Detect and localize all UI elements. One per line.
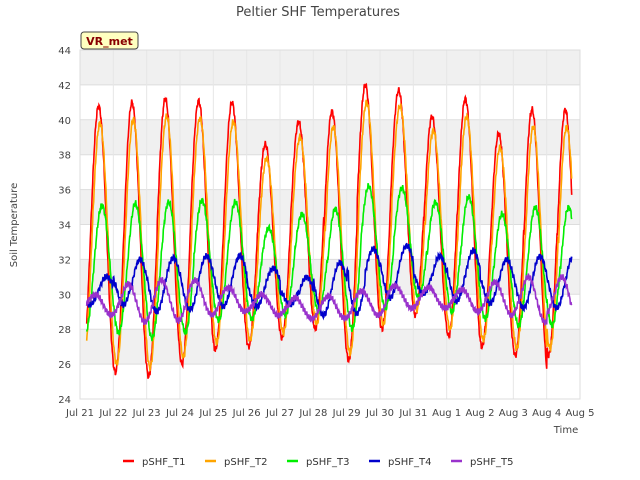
- series-lines: [85, 82, 573, 379]
- series-line-pSHF_T1: [85, 82, 573, 379]
- y-tick-label: 24: [58, 395, 71, 406]
- y-tick-label: 42: [58, 81, 71, 92]
- x-tick-label: Aug 3: [499, 408, 528, 419]
- x-tick-label: Aug 2: [465, 408, 494, 419]
- legend: pSHF_T1 pSHF_T2 pSHF_T3 pSHF_T4 pSHF_T5: [123, 457, 513, 468]
- legend-label-pSHF_T1: pSHF_T1: [142, 457, 185, 468]
- series-line-pSHF_T2: [85, 99, 573, 372]
- legend-label-pSHF_T5: pSHF_T5: [470, 457, 513, 468]
- plot-band: [80, 329, 580, 365]
- series-line-pSHF_T4: [85, 242, 573, 321]
- x-tick-label: Jul 21: [65, 408, 94, 419]
- legend-label-pSHF_T2: pSHF_T2: [224, 457, 267, 468]
- legend-label-pSHF_T4: pSHF_T4: [388, 457, 431, 468]
- y-tick-label: 34: [58, 221, 71, 232]
- x-tick-label: Jul 23: [132, 408, 161, 419]
- legend-label-pSHF_T3: pSHF_T3: [306, 457, 349, 468]
- y-tick-label: 32: [58, 255, 71, 266]
- axes: 24 26 28 30 32 34 36 38 40 42 44 Jul 21 Jul 22 Jul 23…: [58, 46, 594, 419]
- x-tick-label: Jul 25: [198, 408, 227, 419]
- x-tick-label: Jul 29: [332, 408, 361, 419]
- series-line-pSHF_T3: [85, 183, 573, 342]
- x-tick-label: Aug 1: [432, 408, 461, 419]
- plot-band: [80, 50, 580, 85]
- x-tick-label: Jul 27: [265, 408, 294, 419]
- x-tick-label: Jul 31: [398, 408, 427, 419]
- y-tick-label: 36: [58, 186, 71, 197]
- x-tick-label: Jul 26: [232, 408, 261, 419]
- y-tick-label: 44: [58, 46, 71, 57]
- y-tick-label: 38: [58, 151, 71, 162]
- x-axis-label: Time: [553, 425, 578, 436]
- y-tick-label: 28: [58, 325, 71, 336]
- y-tick-label: 26: [58, 360, 71, 371]
- series-line-pSHF_T5: [85, 273, 573, 326]
- chart-title: Peltier SHF Temperatures: [236, 5, 400, 20]
- x-tick-label: Jul 30: [365, 408, 394, 419]
- annotation-box: VR_met: [80, 31, 139, 50]
- plot-band: [80, 189, 580, 225]
- x-tick-label: Aug 4: [532, 408, 561, 419]
- x-tick-label: Jul 24: [165, 408, 194, 419]
- x-tick-label: Jul 28: [298, 408, 327, 419]
- y-tick-label: 30: [58, 290, 71, 301]
- y-axis-label: Soil Temperature: [9, 183, 20, 268]
- annotation-label: VR_met: [86, 35, 133, 48]
- x-tick-label: Aug 5: [565, 408, 594, 419]
- plot-frame: [79, 49, 581, 400]
- x-tick-label: Jul 22: [98, 408, 127, 419]
- y-tick-label: 40: [58, 116, 71, 127]
